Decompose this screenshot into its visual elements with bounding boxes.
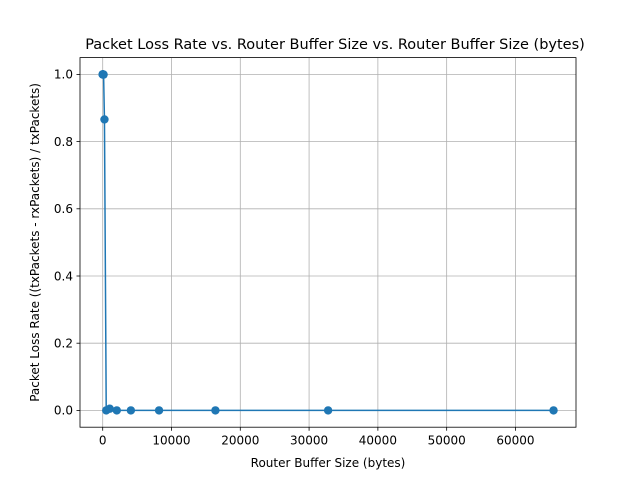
x-tick-label: 30000 (290, 434, 328, 448)
y-axis-label: Packet Loss Rate ((txPackets - rxPackets… (28, 83, 42, 402)
series-layer (98, 70, 558, 415)
x-tick-label: 60000 (496, 434, 534, 448)
x-tick-label: 10000 (152, 434, 190, 448)
y-tick-label: 0.2 (54, 337, 73, 351)
x-tick-label: 50000 (428, 434, 466, 448)
data-point-marker (100, 115, 109, 124)
chart-title: Packet Loss Rate vs. Router Buffer Size … (85, 37, 585, 53)
y-tick-label: 1.0 (54, 68, 73, 82)
x-tick-label: 20000 (221, 434, 259, 448)
x-axis-label: Router Buffer Size (bytes) (251, 456, 406, 470)
plot-area-frame (79, 57, 577, 428)
y-tick-label: 0.8 (54, 135, 73, 149)
x-tick-label: 0 (99, 434, 107, 448)
data-point-marker (112, 406, 121, 415)
data-point-marker (323, 406, 333, 415)
y-tick-label: 0.6 (54, 202, 73, 216)
grid-lines (80, 57, 576, 428)
data-point-marker (99, 70, 108, 79)
data-point-marker (105, 404, 114, 413)
data-point-marker (549, 406, 558, 415)
data-point-marker (211, 406, 220, 415)
data-point-marker (154, 406, 164, 415)
y-tick-label: 0.0 (54, 404, 73, 418)
axis-ticks: 0 10000 20000 30000 40000 50000 60000 0.0 0.2 0.4… (54, 68, 535, 448)
data-point-marker (126, 406, 136, 415)
x-tick-label: 40000 (359, 434, 397, 448)
y-tick-label: 0.4 (54, 269, 73, 283)
